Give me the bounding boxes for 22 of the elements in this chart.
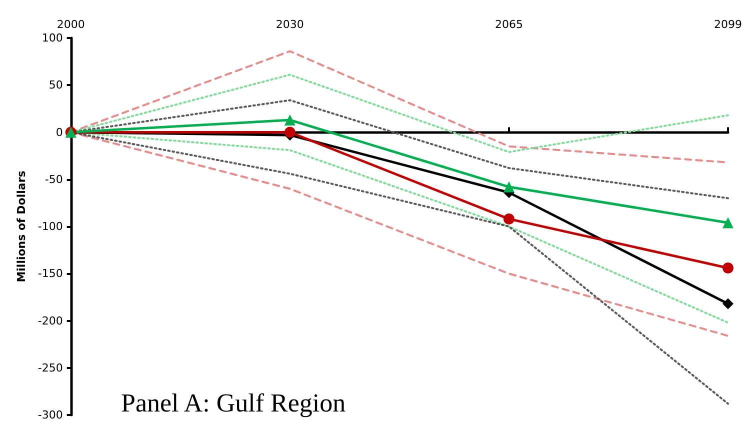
- point: [722, 298, 734, 310]
- point: [722, 217, 734, 228]
- y-tick-label: -200: [38, 314, 63, 328]
- y-tick-label: -300: [38, 408, 63, 422]
- text: Panel A: Gulf Region: [121, 388, 346, 418]
- point: [284, 114, 296, 126]
- point: [722, 262, 734, 274]
- y-tick-label: 50: [48, 78, 63, 92]
- y-tick-label: -100: [38, 220, 63, 233]
- x-tick-label: 2065: [494, 18, 523, 31]
- x-tick-label: 2000: [56, 18, 85, 31]
- y-tick-label: 100: [42, 32, 63, 44]
- x-tick-label: 2099: [714, 18, 742, 31]
- point: [284, 126, 296, 138]
- y-tick-label: -250: [38, 361, 63, 374]
- y-tick-label: 0: [56, 126, 63, 139]
- y-tick-label: -150: [38, 267, 63, 280]
- y-axis-title: Millions of Dollars: [15, 170, 28, 282]
- point: [503, 181, 514, 192]
- x-tick-label: 2030: [276, 18, 304, 31]
- point: [503, 213, 514, 224]
- y-tick-label: -50: [44, 172, 63, 186]
